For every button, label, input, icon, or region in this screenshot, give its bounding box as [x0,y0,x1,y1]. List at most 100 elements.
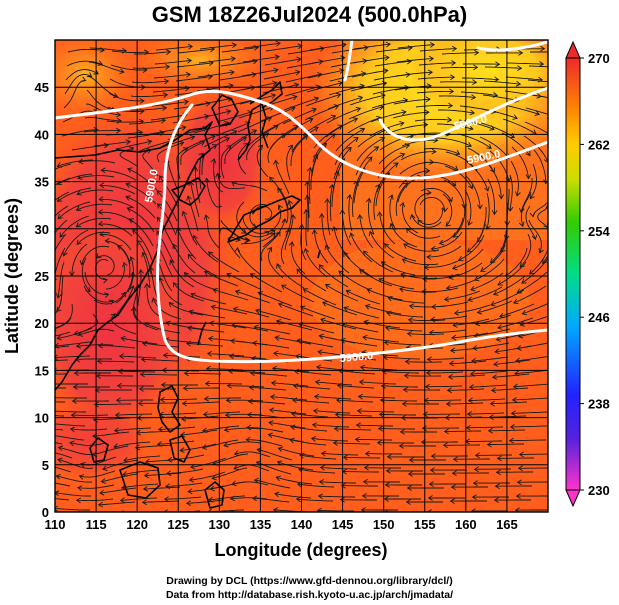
streamline-arrow [311,107,317,113]
streamline-arrow [507,206,514,212]
streamline-arrow [363,319,369,326]
streamline-arrow [448,360,455,367]
streamline [441,52,479,55]
streamline-arrow [138,386,144,392]
streamline [431,301,469,308]
streamline-arrow [486,143,492,149]
streamline-arrow [515,493,521,499]
streamline-arrow [399,120,405,127]
streamline-arrow [158,277,164,283]
streamline [57,201,91,220]
streamline [371,99,408,109]
streamline [329,72,366,82]
streamline-arrow [474,49,480,56]
streamline-arrow [355,422,361,429]
streamline-arrow [234,289,241,295]
streamline [243,42,281,49]
streamline [386,312,424,318]
streamline [379,278,415,290]
streamline [377,153,405,179]
streamline-arrow [125,195,131,201]
streamline [114,427,152,432]
streamline [142,342,180,348]
streamline-arrow [519,262,525,268]
streamline-arrow [230,338,236,344]
streamline-arrow [489,258,496,264]
streamline-arrow [104,292,110,298]
streamline-arrow [290,424,296,431]
streamline-arrow [328,183,335,190]
streamline-arrow [276,263,282,269]
streamline-arrow [246,424,252,431]
streamline-arrow [211,144,218,150]
streamline-arrow [402,386,408,393]
streamline-arrow [556,115,561,120]
streamline [374,60,412,67]
streamline-arrow [333,426,340,432]
streamline [497,261,527,286]
streamline-arrow [544,159,548,164]
streamline [231,481,269,486]
streamline [137,140,173,153]
streamline [292,399,330,404]
streamline-arrow [116,382,122,389]
streamline-arrow [168,301,174,308]
streamline-arrow [234,247,241,253]
streamline-arrow [57,213,63,220]
streamline [142,149,159,177]
streamline-arrow [379,136,386,143]
streamline-arrow [207,496,214,503]
streamline [117,245,131,279]
streamline [64,73,92,95]
streamline-arrow [559,97,563,102]
streamline-arrow [292,94,298,101]
streamline [465,175,481,209]
streamline [187,254,218,277]
streamline-arrow [77,158,84,165]
streamline [384,243,417,262]
streamline [379,413,416,416]
streamline-arrow [320,317,326,324]
streamline [55,415,65,417]
streamline [237,142,249,175]
streamline-arrow [70,412,76,419]
streamline [380,399,417,402]
streamline-arrow [96,358,102,365]
streamline [55,508,90,511]
streamline-arrow [26,437,30,442]
streamline-arrow [296,56,302,63]
streamline [191,293,227,305]
streamline-arrow [115,111,122,118]
streamline-arrow [203,214,210,220]
streamline-arrow [401,401,407,407]
streamline-arrow [581,91,585,96]
streamline-arrow [130,306,137,312]
streamline-arrow [442,207,449,213]
streamline-arrow [251,129,258,135]
streamline [186,514,222,516]
streamline-arrow [100,167,106,174]
streamline-arrow [274,54,280,60]
streamline-arrow [187,43,194,50]
streamline-arrow [190,292,196,298]
streamline [83,130,121,133]
streamline [357,410,395,413]
streamline [462,77,499,81]
streamline [315,381,353,386]
streamline-arrow [303,247,309,254]
streamline-arrow [231,42,238,49]
streamline [320,466,357,470]
streamline [527,79,548,83]
streamline [263,71,300,80]
streamline-arrow [324,197,330,204]
streamline-arrow [383,68,389,74]
streamline-arrow [39,192,44,197]
streamline-arrow [445,221,451,227]
streamline-arrow [534,110,541,116]
streamline [444,290,481,301]
streamline [335,414,373,417]
streamline [156,190,178,222]
streamline [249,387,287,391]
streamline [242,56,280,63]
streamline-arrow [398,443,404,449]
